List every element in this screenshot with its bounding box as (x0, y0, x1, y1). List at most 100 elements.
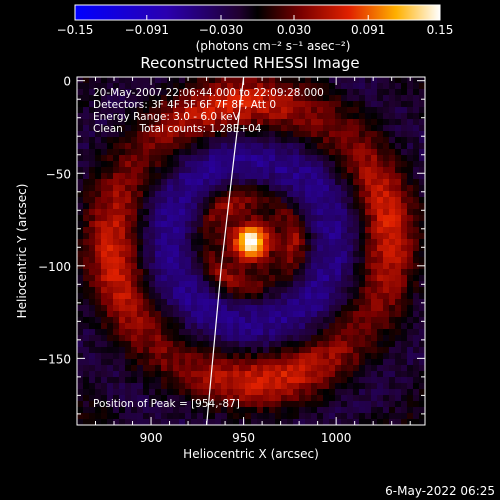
heatmap-cell (377, 377, 384, 384)
heatmap-cell (245, 341, 252, 348)
heatmap-cell (263, 413, 270, 420)
heatmap-cell (131, 83, 138, 90)
heatmap-cell (107, 113, 114, 120)
heatmap-cell (395, 395, 402, 402)
heatmap-cell (203, 263, 210, 270)
heatmap-cell (371, 233, 378, 240)
heatmap-cell (395, 311, 402, 318)
heatmap-cell (167, 227, 174, 234)
heatmap-cell (161, 341, 168, 348)
heatmap-cell (233, 173, 240, 180)
heatmap-cell (347, 389, 354, 396)
heatmap-cell (173, 137, 180, 144)
heatmap-cell (341, 407, 348, 414)
heatmap-cell (227, 179, 234, 186)
heatmap-cell (287, 269, 294, 276)
heatmap-cell (173, 125, 180, 132)
heatmap-cell (179, 311, 186, 318)
heatmap-cell (155, 389, 162, 396)
heatmap-cell (371, 257, 378, 264)
heatmap-cell (167, 191, 174, 198)
heatmap-cell (347, 305, 354, 312)
heatmap-cell (275, 239, 282, 246)
heatmap-cell (143, 131, 150, 138)
heatmap-cell (395, 413, 402, 420)
heatmap-cell (293, 209, 300, 216)
heatmap-cell (239, 269, 246, 276)
heatmap-cell (419, 251, 425, 258)
heatmap-cell (419, 287, 425, 294)
heatmap-cell (377, 101, 384, 108)
heatmap-cell (95, 95, 102, 102)
heatmap-cell (77, 353, 84, 360)
heatmap-cell (269, 149, 276, 156)
heatmap-cell (167, 365, 174, 372)
heatmap-cell (131, 293, 138, 300)
heatmap-cell (95, 251, 102, 258)
heatmap-cell (83, 269, 90, 276)
heatmap-cell (203, 281, 210, 288)
heatmap-cell (365, 323, 372, 330)
heatmap-cell (401, 101, 408, 108)
heatmap-cell (407, 197, 414, 204)
heatmap-cell (245, 209, 252, 216)
heatmap-cell (191, 419, 198, 425)
heatmap-cell (167, 323, 174, 330)
heatmap-cell (305, 407, 312, 414)
heatmap-cell (95, 329, 102, 336)
heatmap-cell (311, 227, 318, 234)
heatmap-cell (131, 281, 138, 288)
heatmap-cell (263, 299, 270, 306)
heatmap-cell (173, 275, 180, 282)
heatmap-cell (311, 107, 318, 114)
heatmap-cell (335, 281, 342, 288)
heatmap-cell (419, 131, 425, 138)
heatmap-cell (251, 257, 258, 264)
heatmap-cell (365, 125, 372, 132)
heatmap-cell (293, 119, 300, 126)
heatmap-cell (353, 395, 360, 402)
heatmap-cell (179, 329, 186, 336)
heatmap-cell (413, 149, 420, 156)
heatmap-cell (239, 335, 246, 342)
heatmap-cell (173, 359, 180, 366)
heatmap-cell (107, 179, 114, 186)
heatmap-cell (185, 215, 192, 222)
heatmap-cell (191, 305, 198, 312)
heatmap-cell (209, 221, 216, 228)
heatmap-cell (251, 77, 258, 84)
heatmap-cell (281, 251, 288, 258)
heatmap-cell (191, 389, 198, 396)
heatmap-cell (413, 311, 420, 318)
heatmap-cell (371, 269, 378, 276)
heatmap-cell (89, 185, 96, 192)
heatmap-cell (347, 311, 354, 318)
heatmap-cell (257, 263, 264, 270)
heatmap-cell (173, 335, 180, 342)
heatmap-cell (419, 203, 425, 210)
heatmap-cell (107, 161, 114, 168)
heatmap-cell (365, 185, 372, 192)
heatmap-cell (269, 353, 276, 360)
heatmap-cell (227, 143, 234, 150)
heatmap-cell (299, 239, 306, 246)
heatmap-cell (275, 377, 282, 384)
heatmap-cell (203, 161, 210, 168)
heatmap-cell (227, 77, 234, 84)
heatmap-cell (131, 101, 138, 108)
heatmap-cell (347, 335, 354, 342)
heatmap-cell (299, 395, 306, 402)
heatmap-cell (383, 305, 390, 312)
heatmap-cell (353, 149, 360, 156)
heatmap-cell (347, 251, 354, 258)
heatmap-cell (197, 167, 204, 174)
heatmap-cell (359, 407, 366, 414)
heatmap-cell (281, 377, 288, 384)
heatmap-cell (305, 341, 312, 348)
heatmap-cell (251, 113, 258, 120)
heatmap-cell (365, 293, 372, 300)
heatmap-cell (209, 347, 216, 354)
heatmap-cell (347, 227, 354, 234)
heatmap-cell (257, 275, 264, 282)
heatmap-cell (227, 245, 234, 252)
